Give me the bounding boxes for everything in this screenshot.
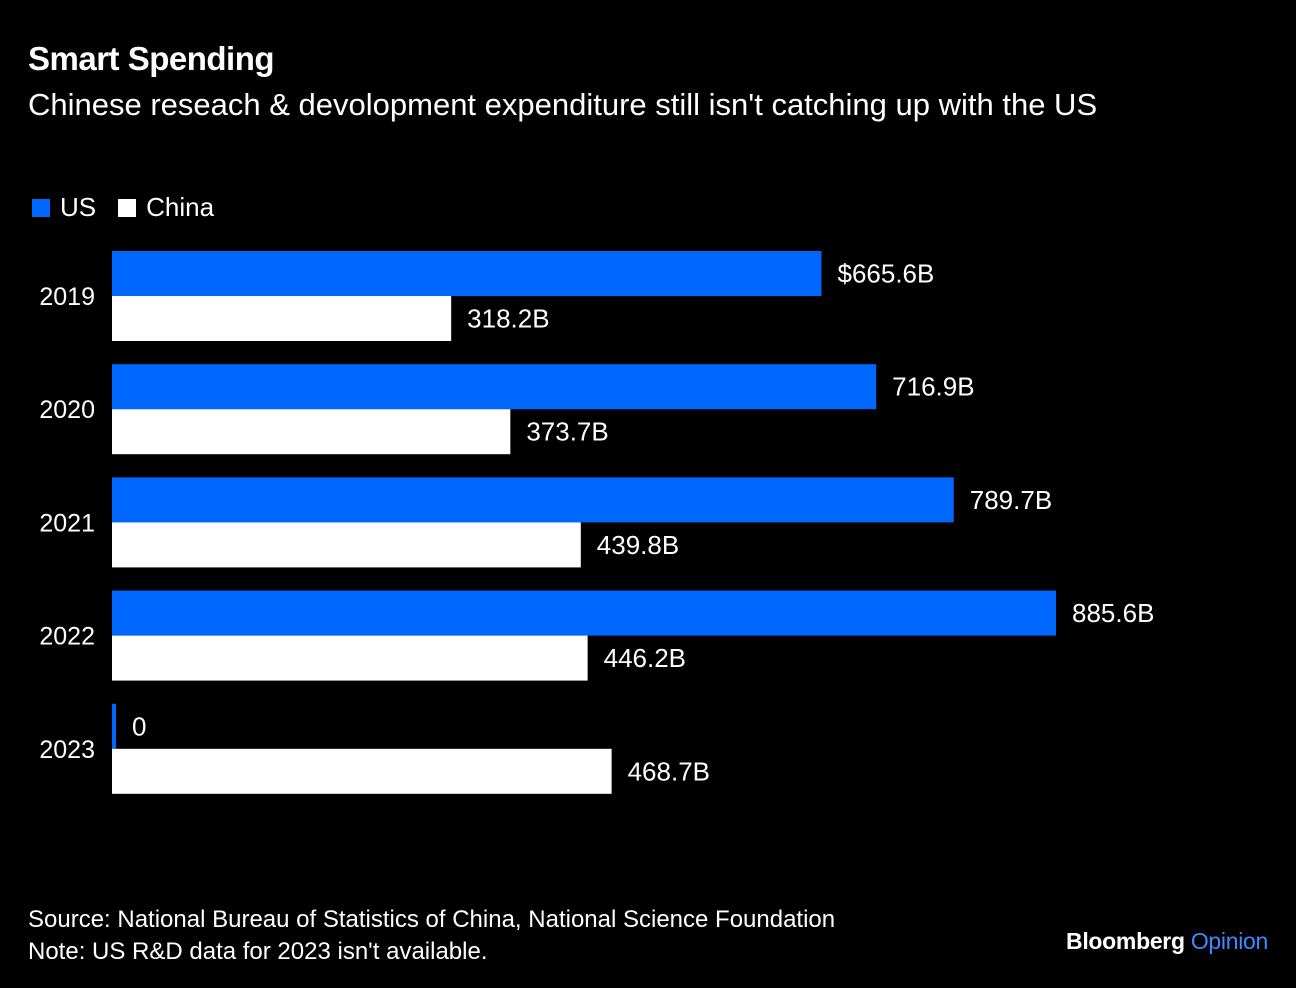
category-label-2021: 2021	[39, 509, 95, 537]
source-text: Source: National Bureau of Statistics of…	[28, 906, 836, 933]
chart-footer: Source: National Bureau of Statistics of…	[28, 904, 835, 968]
legend-swatch-china	[118, 198, 137, 217]
bar-us-2020	[112, 364, 877, 410]
legend-label-us: US	[60, 192, 97, 222]
legend-item-china: China	[118, 192, 214, 223]
data-label-china-2023: 468.7B	[628, 756, 710, 786]
brand-suffix: Opinion	[1190, 928, 1268, 954]
bar-china-2020	[112, 409, 511, 455]
chart-subtitle: Chinese reseach & devolopment expenditur…	[28, 87, 1098, 122]
category-label-2019: 2019	[39, 283, 95, 311]
data-label-us-2020: 716.9B	[892, 372, 974, 402]
category-label-2022: 2022	[39, 623, 95, 651]
bar-chart: 2019 $665.6B 318.2B 2020 716.9B 373.7B 2021 789…	[39, 251, 1154, 794]
note-text: Note: US R&D data for 2023 isn't availab…	[28, 938, 488, 965]
legend-item-us: US	[32, 192, 96, 223]
data-label-us-2021: 789.7B	[970, 485, 1052, 515]
bar-china-2019	[112, 296, 452, 341]
bar-china-2023	[112, 748, 612, 794]
bar-china-2021	[112, 522, 581, 568]
bar-us-2021	[112, 477, 954, 523]
bar-us-2023	[112, 703, 116, 749]
brand-name: Bloomberg	[1066, 928, 1185, 954]
data-label-china-2022: 446.2B	[604, 643, 686, 673]
brand-logo: Bloomberg Opinion	[1066, 928, 1268, 955]
data-label-china-2021: 439.8B	[597, 530, 679, 560]
data-label-china-2019: 318.2B	[467, 304, 549, 334]
data-label-us-2019: $665.6B	[837, 259, 934, 289]
category-label-2020: 2020	[39, 396, 95, 424]
bar-us-2019	[112, 251, 822, 296]
category-label-2023: 2023	[39, 736, 95, 764]
data-label-china-2020: 373.7B	[526, 417, 608, 447]
legend-label-china: China	[146, 192, 215, 222]
bar-us-2022	[112, 590, 1056, 636]
legend: US China	[32, 192, 236, 223]
chart-title: Smart Spending	[28, 40, 275, 77]
bar-china-2022	[112, 635, 588, 681]
data-label-us-2022: 885.6B	[1072, 598, 1154, 628]
legend-swatch-us	[32, 198, 50, 217]
data-label-us-2023: 0	[132, 711, 146, 741]
